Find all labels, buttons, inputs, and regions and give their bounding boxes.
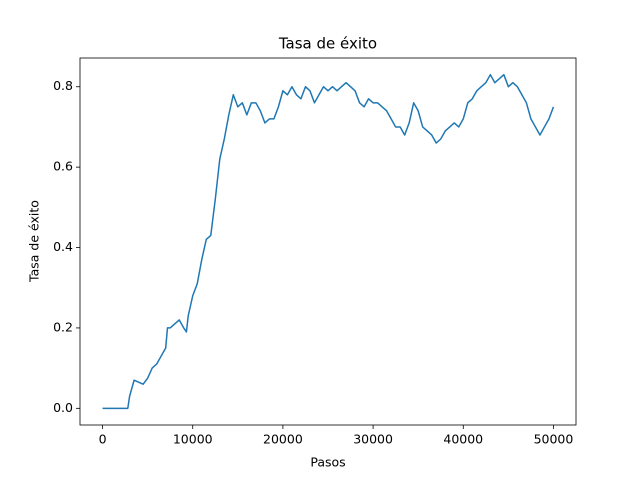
x-tick-label: 50000 (534, 432, 574, 447)
line-series (102, 73, 555, 410)
x-tick-label: 40000 (443, 432, 483, 447)
y-tick-label: 0.2 (53, 319, 73, 334)
x-axis-label: Pasos (310, 455, 345, 470)
y-tick-label: 0.4 (53, 239, 73, 254)
x-tick-label: 10000 (173, 432, 213, 447)
y-tick-label: 0.0 (53, 400, 73, 415)
x-tick-label: 30000 (353, 432, 393, 447)
x-tick-label: 0 (99, 432, 107, 447)
chart-title: Tasa de éxito (278, 35, 377, 53)
y-tick-label: 0.6 (53, 159, 73, 174)
axes-frame (79, 57, 577, 426)
x-tick-label: 20000 (263, 432, 303, 447)
y-axis-label: Tasa de éxito (27, 200, 42, 283)
y-tick-label: 0.8 (53, 78, 73, 93)
